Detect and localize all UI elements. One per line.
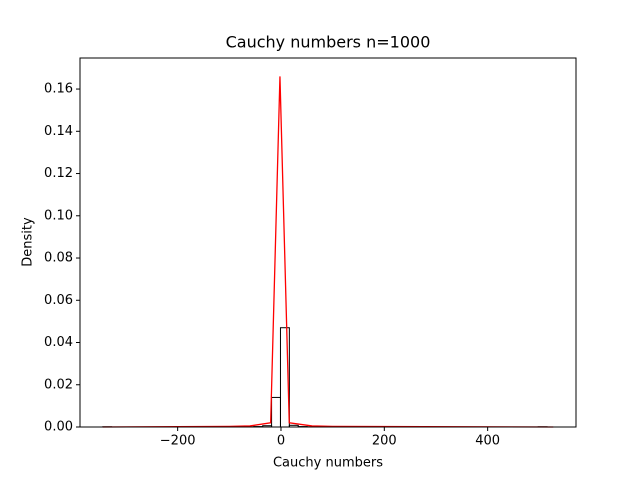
- y-tick-label: 0.00: [44, 420, 73, 435]
- y-tick-label: 0.02: [44, 377, 73, 392]
- x-axis-label: Cauchy numbers: [273, 456, 383, 471]
- y-tick-label: 0.16: [44, 82, 73, 97]
- x-tick-label: −200: [160, 434, 196, 449]
- y-tick-label: 0.10: [44, 208, 73, 223]
- y-tick-label: 0.04: [44, 335, 73, 350]
- chart-title: Cauchy numbers n=1000: [226, 33, 431, 52]
- y-tick-label: 0.06: [44, 293, 73, 308]
- x-tick-label: 200: [372, 434, 397, 449]
- kde-line: [102, 76, 554, 428]
- y-tick-label: 0.08: [44, 251, 73, 266]
- x-tick-label: 0: [277, 434, 285, 449]
- y-tick-label: 0.14: [44, 124, 73, 139]
- x-tick-label: 400: [475, 434, 500, 449]
- axes-frame: [79, 57, 577, 428]
- y-axis-label: Density: [21, 217, 36, 267]
- y-tick-label: 0.12: [44, 166, 73, 181]
